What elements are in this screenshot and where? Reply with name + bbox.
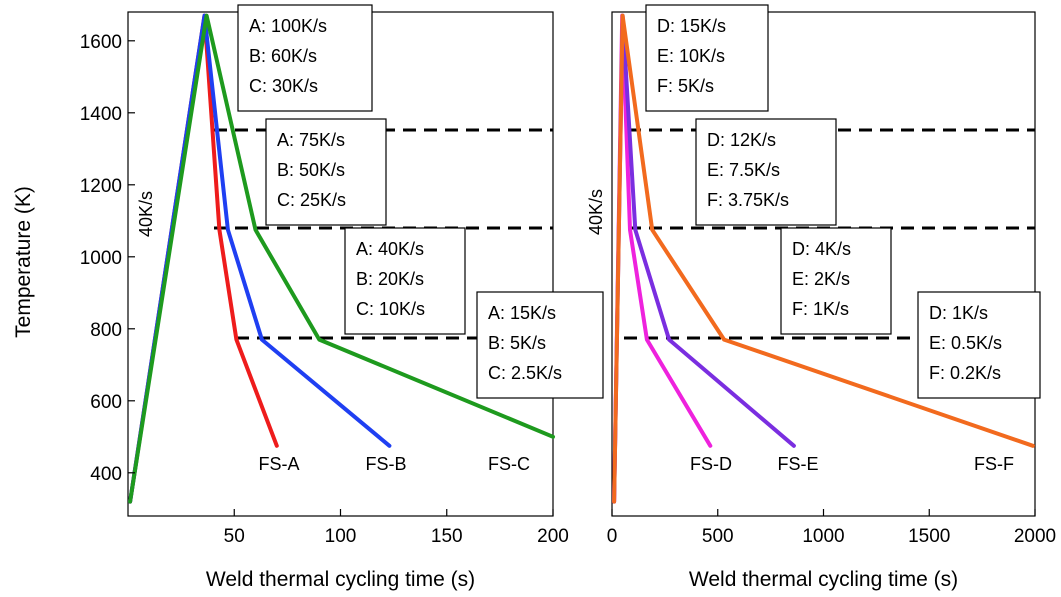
y-tick-label: 400 xyxy=(90,464,122,485)
annotation-text: F: 3.75K/s xyxy=(707,190,789,210)
chart-panel-2: FS-D FS-E FS-F D: 15K/s E: 10K/s F: 5K/s D: 12… xyxy=(586,4,1056,591)
series-label-fs-f: FS-F xyxy=(974,454,1014,474)
y-tick-label: 800 xyxy=(90,320,122,341)
annotation-text: C: 2.5K/s xyxy=(488,363,562,383)
annotation-text: E: 10K/s xyxy=(657,46,725,66)
heating-rate-label: 40K/s xyxy=(586,189,606,235)
annotation-text: F: 1K/s xyxy=(792,299,849,319)
annotation-text: F: 0.2K/s xyxy=(929,363,1001,383)
annotation-text: C: 25K/s xyxy=(277,190,346,210)
annotation-box-frame xyxy=(645,4,769,112)
annotation-text: B: 60K/s xyxy=(249,46,317,66)
series-label-fs-d: FS-D xyxy=(690,454,732,474)
annotation-box-frame xyxy=(695,118,837,226)
annotation-text: C: 30K/s xyxy=(249,76,318,96)
rate-annotation-box: D: 15K/s E: 10K/s F: 5K/s xyxy=(645,4,769,112)
annotation-text: B: 20K/s xyxy=(356,269,424,289)
annotation-text: A: 75K/s xyxy=(277,130,345,150)
annotation-text: F: 5K/s xyxy=(657,76,714,96)
annotation-text: D: 15K/s xyxy=(657,16,726,36)
annotation-text: D: 12K/s xyxy=(707,130,776,150)
annotation-text: D: 4K/s xyxy=(792,239,851,259)
rate-annotation-box: A: 75K/s B: 50K/s C: 25K/s xyxy=(265,118,387,226)
series-label-fs-b: FS-B xyxy=(365,454,406,474)
heating-rate-label: 40K/s xyxy=(136,191,156,237)
y-axis-title: Temperature (K) xyxy=(12,186,35,338)
y-tick-label: 1000 xyxy=(80,248,122,269)
y-tick-label: 1200 xyxy=(80,176,122,197)
series-label-fs-e: FS-E xyxy=(777,454,818,474)
annotation-box-frame xyxy=(265,118,387,226)
x-tick-label: 500 xyxy=(702,526,734,547)
annotation-box-frame xyxy=(476,291,604,399)
series-label-fs-c: FS-C xyxy=(488,454,530,474)
annotation-text: A: 40K/s xyxy=(356,239,424,259)
annotation-text: D: 1K/s xyxy=(929,303,988,323)
series-line-fs-f xyxy=(612,13,1035,504)
annotation-box-frame xyxy=(344,227,466,335)
y-tick-label: 1600 xyxy=(80,32,122,53)
annotation-text: A: 15K/s xyxy=(488,303,556,323)
annotation-text: B: 50K/s xyxy=(277,160,345,180)
x-axis-title: Weld thermal cycling time (s) xyxy=(689,568,958,591)
x-tick-label: 100 xyxy=(325,526,357,547)
annotation-box-frame xyxy=(237,4,373,112)
annotation-text: E: 7.5K/s xyxy=(707,160,780,180)
x-tick-label: 1500 xyxy=(908,526,950,547)
rate-annotation-box: A: 15K/s B: 5K/s C: 2.5K/s xyxy=(476,291,604,399)
rate-annotation-box: D: 12K/s E: 7.5K/s F: 3.75K/s xyxy=(695,118,837,226)
annotation-box-frame xyxy=(917,291,1041,399)
annotation-text: A: 100K/s xyxy=(249,16,327,36)
rate-annotation-box: D: 4K/s E: 2K/s F: 1K/s xyxy=(780,227,892,335)
rate-annotation-box: D: 1K/s E: 0.5K/s F: 0.2K/s xyxy=(917,291,1041,399)
x-tick-label: 50 xyxy=(224,526,245,547)
x-tick-label: 0 xyxy=(607,526,618,547)
rate-annotation-box: A: 100K/s B: 60K/s C: 30K/s xyxy=(237,4,373,112)
annotation-text: B: 5K/s xyxy=(488,333,546,353)
annotation-text: E: 0.5K/s xyxy=(929,333,1002,353)
series-label-fs-a: FS-A xyxy=(258,454,299,474)
chart-panel-1: FS-A FS-B FS-CA: 100K/sB: 60K/sC: 30K/sA: … xyxy=(12,4,604,591)
x-axis-title: Weld thermal cycling time (s) xyxy=(206,568,475,591)
series-line-fs-c xyxy=(128,13,555,504)
x-tick-label: 2000 xyxy=(1014,526,1056,547)
x-tick-label: 200 xyxy=(537,526,569,547)
x-tick-label: 150 xyxy=(431,526,463,547)
y-tick-label: 1400 xyxy=(80,104,122,125)
rate-annotation-box: A: 40K/s B: 20K/s C: 10K/s xyxy=(344,227,466,335)
annotation-text: C: 10K/s xyxy=(356,299,425,319)
y-tick-label: 600 xyxy=(90,392,122,413)
annotation-box-frame xyxy=(780,227,892,335)
annotation-text: E: 2K/s xyxy=(792,269,850,289)
x-tick-label: 1000 xyxy=(802,526,844,547)
